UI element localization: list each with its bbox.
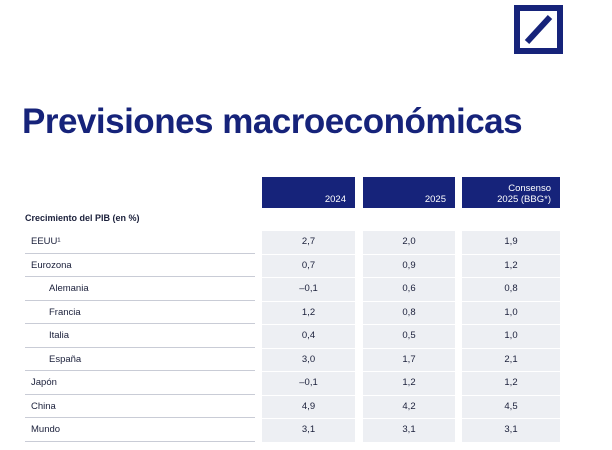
value-cell: 0,4 [262,325,355,348]
row-label: Japón [25,372,255,395]
value-cell: 4,9 [262,395,355,418]
value-cell: 3,1 [462,419,560,442]
logo [514,5,563,54]
value-cell: 4,5 [462,395,560,418]
row-label: Mundo [25,419,255,442]
value-cell: 4,2 [363,395,455,418]
row-label: Alemania [25,278,255,301]
value-cell: 0,8 [363,301,455,324]
value-cell: 0,8 [462,278,560,301]
column-header: 2025 [363,177,455,208]
value-cell: –0,1 [262,372,355,395]
value-cell: 0,7 [262,254,355,277]
row-label: EEUU¹ [25,231,255,254]
title: Previsiones macroeconómicas [22,102,523,141]
value-cell: 1,2 [363,372,455,395]
header-line: 2025 (BBG*) [497,194,551,205]
header-line: 2025 [424,194,446,205]
value-cell: 0,5 [363,325,455,348]
value-cell: 2,7 [262,231,355,254]
value-cell: 0,6 [363,278,455,301]
section-label: Crecimiento del PIB (en %) [25,213,140,223]
value-cell: 1,0 [462,301,560,324]
value-cell: 0,9 [363,254,455,277]
value-cell: 2,0 [363,231,455,254]
row-label: España [25,349,255,371]
value-cell: 1,2 [262,301,355,324]
header-line: 2024 [324,194,346,205]
value-cell: 2,1 [462,348,560,371]
value-cell: 3,1 [262,419,355,442]
value-cell: 1,0 [462,325,560,348]
value-cell: –0,1 [262,278,355,301]
column-header: 2024 [262,177,355,208]
header-line: Consenso [508,183,551,194]
value-cell: 3,0 [262,348,355,371]
value-cell: 3,1 [363,419,455,442]
value-cell: 1,7 [363,348,455,371]
row-label: Eurozona [25,255,255,277]
row-label: Italia [25,325,255,348]
value-cell: 1,9 [462,231,560,254]
value-cell: 1,2 [462,372,560,395]
row-label: China [25,396,255,418]
row-label: Francia [25,302,255,324]
value-cell: 1,2 [462,254,560,277]
column-header: Consenso 2025 (BBG*) [462,177,560,208]
